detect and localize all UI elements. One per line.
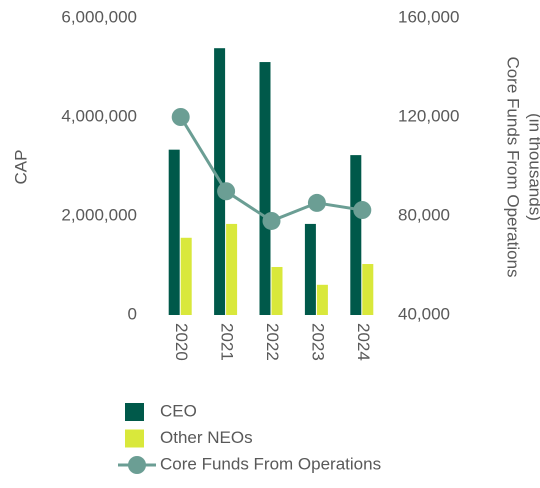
y2-tick-label: 40,000 [398,304,450,323]
y-tick-label: 4,000,000 [61,106,137,125]
bar [271,266,283,315]
y-tick-label: 0 [128,304,137,323]
legend-label: Core Funds From Operations [160,454,381,473]
line-marker [262,211,281,230]
legend-swatch [125,429,144,448]
y2-axis-label: (in thousands) [526,113,540,221]
line-marker [171,108,190,126]
bar [180,237,192,315]
y2-tick-label: 160,000 [398,7,459,26]
legend-label: Other NEOs [160,428,253,447]
x-tick-label: 2020 [172,323,191,361]
x-tick-label: 2022 [263,323,282,361]
bar [350,155,362,315]
y-tick-label: 2,000,000 [61,205,137,224]
legend-swatch [125,403,144,421]
line-marker [217,182,236,201]
line-marker [353,201,372,220]
y2-tick-label: 120,000 [398,106,459,125]
y-tick-label: 6,000,000 [61,7,137,26]
x-tick-label: 2024 [354,323,373,361]
bar [168,149,180,315]
x-tick-label: 2021 [218,323,237,361]
y2-axis-label: Core Funds From Operations [504,56,523,277]
legend-marker [128,456,146,474]
x-tick-label: 2023 [308,323,327,361]
bar [362,264,374,315]
bar [316,284,328,315]
line-marker [307,193,326,212]
bar [259,62,271,316]
y2-tick-label: 80,000 [398,205,450,224]
bar [304,223,316,315]
bar [226,223,238,315]
y-axis-label: CAP [11,150,30,185]
line [179,116,363,223]
legend-label: CEO [160,401,197,420]
